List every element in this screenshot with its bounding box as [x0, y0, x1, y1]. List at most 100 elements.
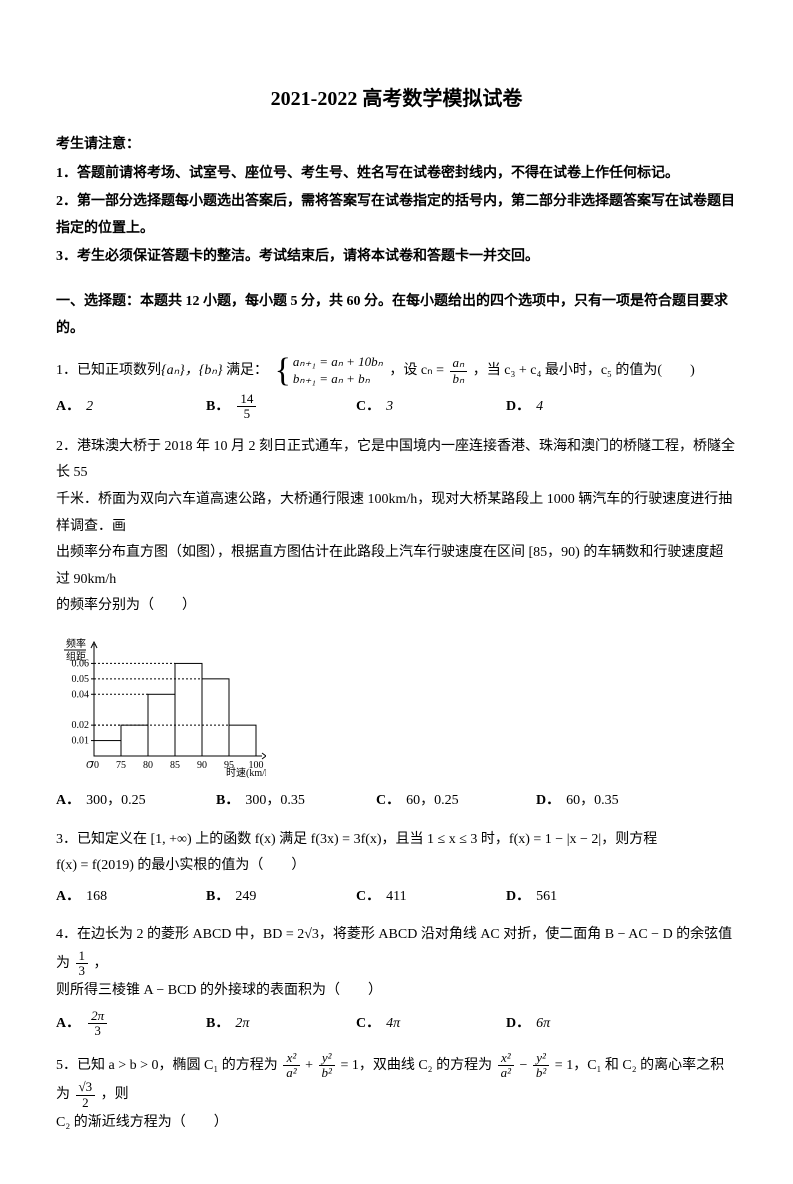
section-1-header: 一、选择题：本题共 12 小题，每小题 5 分，共 60 分。在每小题给出的四个…	[56, 289, 737, 342]
svg-text:75: 75	[116, 760, 126, 771]
exam-page: 2021-2022 高考数学模拟试卷 考生请注意： 1．答题前请将考场、试室号、…	[0, 0, 793, 1184]
q3-line1: 3．已知定义在 [1, +∞) 上的函数 f(x) 满足 f(3x) = 3f(…	[56, 827, 737, 854]
q2-opt-d: D．60，0.35	[536, 788, 696, 815]
q5-eq1-t2-num: y²	[319, 1051, 335, 1066]
q1-opt-c: C．3	[356, 392, 506, 422]
question-4: 4．在边长为 2 的菱形 ABCD 中，BD = 2√3，将菱形 ABCD 沿对…	[56, 922, 737, 1038]
q1-opt-a: A．2	[56, 392, 206, 422]
q4-frac1-den: 3	[76, 964, 89, 978]
q2-opt-d-val: 60，0.35	[566, 788, 619, 815]
q5-eq1-t1-num: x²	[283, 1051, 299, 1066]
q1-sys-row2: bₙ₊₁ = aₙ + bₙ	[293, 371, 383, 388]
q4-opt-d: D．6π	[506, 1009, 656, 1039]
svg-text:0.02: 0.02	[72, 720, 90, 731]
q1-opt-b-den: 5	[237, 407, 256, 421]
q1-sys-row1: aₙ₊₁ = aₙ + 10bₙ	[293, 354, 383, 371]
svg-text:90: 90	[197, 760, 207, 771]
q1-mid3: ，当 c₃ + c₄ 最小时，c₅ 的值为( )	[473, 363, 695, 378]
instruction-line-3: 3．考生必须保证答题卡的整洁。考试结束后，请将本试卷和答题卡一并交回。	[56, 244, 737, 271]
q5-plus: +	[305, 1058, 316, 1073]
svg-text:0.04: 0.04	[72, 689, 90, 700]
svg-text:80: 80	[143, 760, 153, 771]
q5-eq2-t2: y² b²	[533, 1051, 549, 1081]
q3-opt-d-val: 561	[536, 884, 557, 911]
svg-text:0.06: 0.06	[72, 658, 90, 669]
q4-opt-c-val: 4π	[386, 1011, 400, 1038]
q3-opt-b: B．249	[206, 884, 356, 911]
q3-opt-d: D．561	[506, 884, 656, 911]
q5-eq1-t1-den: a²	[283, 1066, 299, 1080]
q3-opt-b-val: 249	[235, 884, 256, 911]
histogram-svg: 频率组距0.010.020.040.050.06O707580859095100…	[56, 638, 266, 778]
q5-line2: C₂ 的渐近线方程为（ ）	[56, 1110, 737, 1137]
q1-frac-den: bₙ	[450, 372, 468, 386]
instruction-line-2: 2．第一部分选择题每小题选出答案后，需将答案写在试卷指定的括号内，第二部分非选择…	[56, 189, 737, 242]
q1-mid2: ，设 cₙ =	[389, 363, 447, 378]
q2-opt-a: A．300，0.25	[56, 788, 216, 815]
q5-minus: −	[519, 1058, 530, 1073]
instructions-heading: 考生请注意：	[56, 132, 737, 159]
q4-opt-a: A． 2π 3	[56, 1009, 206, 1039]
q5-eq2-t1-den: a²	[498, 1066, 514, 1080]
question-2: 2．港珠澳大桥于 2018 年 10 月 2 刻日正式通车，它是中国境内一座连接…	[56, 434, 737, 815]
q5-eq2-t2-den: b²	[533, 1066, 549, 1080]
q2-opt-b: B．300，0.35	[216, 788, 376, 815]
q2-line1: 2．港珠澳大桥于 2018 年 10 月 2 刻日正式通车，它是中国境内一座连接…	[56, 434, 737, 487]
page-title: 2021-2022 高考数学模拟试卷	[56, 80, 737, 118]
question-3: 3．已知定义在 [1, +∞) 上的函数 f(x) 满足 f(3x) = 3f(…	[56, 827, 737, 911]
q1-mid1: 满足：	[223, 363, 269, 378]
q1-seqs: {aₙ}，{bₙ}	[161, 363, 223, 378]
q4-frac1: 1 3	[76, 949, 89, 979]
q2-line2: 千米．桥面为双向六车道高速公路，大桥通行限速 100km/h，现对大桥某路段上 …	[56, 487, 737, 540]
q2-line4: 的频率分别为（ ）	[56, 593, 737, 620]
q1-prefix: 1．已知正项数列	[56, 363, 161, 378]
svg-text:0.01: 0.01	[72, 735, 90, 746]
q1-opt-c-val: 3	[386, 394, 393, 421]
instruction-line-1: 1．答题前请将考场、试室号、座位号、考生号、姓名写在试卷密封线内，不得在试卷上作…	[56, 161, 737, 188]
q5-ecc-den: 2	[76, 1096, 96, 1110]
q4-opt-a-frac: 2π 3	[88, 1009, 107, 1039]
q2-line3: 出频率分布直方图（如图），根据直方图估计在此路段上汽车行驶速度在区间 [85，9…	[56, 540, 737, 593]
q4-line2: 则所得三棱锥 A − BCD 的外接球的表面积为（ ）	[56, 978, 737, 1005]
brace-icon: {	[275, 354, 291, 388]
q4-opt-c: C．4π	[356, 1009, 506, 1039]
q4-frac1-num: 1	[76, 949, 89, 964]
q4-opt-d-val: 6π	[536, 1011, 550, 1038]
q5-ecc: √3 2	[76, 1080, 96, 1110]
q2-opt-c: C．60，0.25	[376, 788, 536, 815]
q2-opt-b-val: 300，0.35	[245, 788, 305, 815]
q4-opt-a-num: 2π	[88, 1009, 107, 1024]
q1-opt-a-val: 2	[86, 394, 93, 421]
q5-eq2-t1-num: x²	[498, 1051, 514, 1066]
q4-opt-b-val: 2π	[235, 1011, 249, 1038]
q1-opt-d-val: 4	[536, 394, 543, 421]
q3-options: A．168 B．249 C．411 D．561	[56, 884, 737, 911]
q1-line: 1．已知正项数列{aₙ}，{bₙ} 满足： { aₙ₊₁ = aₙ + 10bₙ…	[56, 354, 737, 388]
q2-opt-c-val: 60，0.25	[406, 788, 459, 815]
q4-line1b: ，	[94, 956, 108, 971]
q5-ecc-num: √3	[76, 1080, 96, 1095]
q1-opt-b: B． 14 5	[206, 392, 356, 422]
q5-eq1-t2-den: b²	[319, 1066, 335, 1080]
q4-opt-a-den: 3	[88, 1024, 107, 1038]
svg-text:频率: 频率	[66, 638, 86, 650]
question-1: 1．已知正项数列{aₙ}，{bₙ} 满足： { aₙ₊₁ = aₙ + 10bₙ…	[56, 354, 737, 422]
q1-frac: aₙ bₙ	[450, 356, 468, 386]
q1-frac-num: aₙ	[450, 356, 468, 371]
svg-text:70: 70	[89, 760, 99, 771]
q5-line1: 5．已知 a > b > 0，椭圆 C₁ 的方程为 x² a² + y² b² …	[56, 1051, 737, 1110]
q1-system: { aₙ₊₁ = aₙ + 10bₙ bₙ₊₁ = aₙ + bₙ	[275, 354, 383, 388]
svg-text:85: 85	[170, 760, 180, 771]
q1-opt-b-num: 14	[237, 392, 256, 407]
q5-eq2-t1: x² a²	[498, 1051, 514, 1081]
q2-histogram: 频率组距0.010.020.040.050.06O707580859095100…	[56, 638, 737, 778]
q4-options: A． 2π 3 B．2π C．4π D．6π	[56, 1009, 737, 1039]
q5-l1a: 5．已知 a > b > 0，椭圆 C₁ 的方程为	[56, 1058, 281, 1073]
q2-opt-a-val: 300，0.25	[86, 788, 146, 815]
q5-tail: ，则	[101, 1087, 129, 1102]
question-5: 5．已知 a > b > 0，椭圆 C₁ 的方程为 x² a² + y² b² …	[56, 1051, 737, 1137]
svg-text:0.05: 0.05	[72, 674, 90, 685]
q3-opt-a-val: 168	[86, 884, 107, 911]
q5-eq1-rhs: = 1，双曲线 C₂ 的方程为	[340, 1058, 495, 1073]
q3-opt-c: C．411	[356, 884, 506, 911]
